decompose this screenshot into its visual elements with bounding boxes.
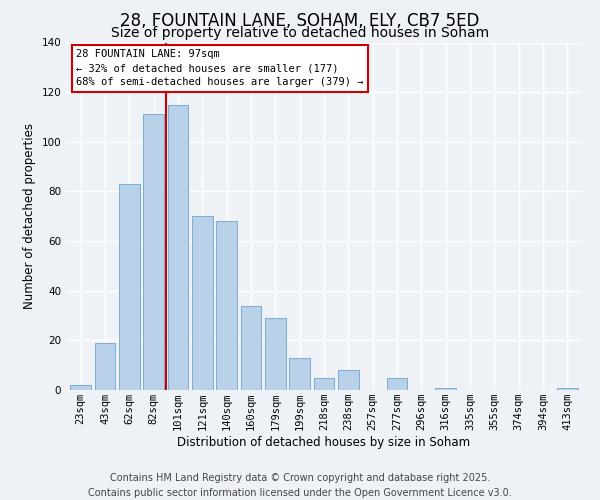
Bar <box>143 114 164 390</box>
Bar <box>314 378 334 390</box>
Bar <box>289 358 310 390</box>
Bar <box>95 343 115 390</box>
Bar <box>557 388 578 390</box>
Bar <box>119 184 140 390</box>
X-axis label: Distribution of detached houses by size in Soham: Distribution of detached houses by size … <box>178 436 470 449</box>
Bar <box>70 385 91 390</box>
Bar <box>216 221 237 390</box>
Bar <box>338 370 359 390</box>
Text: 28, FOUNTAIN LANE, SOHAM, ELY, CB7 5ED: 28, FOUNTAIN LANE, SOHAM, ELY, CB7 5ED <box>121 12 479 30</box>
Bar <box>192 216 212 390</box>
Text: Contains HM Land Registry data © Crown copyright and database right 2025.
Contai: Contains HM Land Registry data © Crown c… <box>88 472 512 498</box>
Y-axis label: Number of detached properties: Number of detached properties <box>23 123 36 309</box>
Bar <box>386 378 407 390</box>
Bar <box>241 306 262 390</box>
Bar <box>265 318 286 390</box>
Bar <box>436 388 456 390</box>
Bar <box>167 104 188 390</box>
Text: 28 FOUNTAIN LANE: 97sqm
← 32% of detached houses are smaller (177)
68% of semi-d: 28 FOUNTAIN LANE: 97sqm ← 32% of detache… <box>76 50 364 88</box>
Text: Size of property relative to detached houses in Soham: Size of property relative to detached ho… <box>111 26 489 40</box>
